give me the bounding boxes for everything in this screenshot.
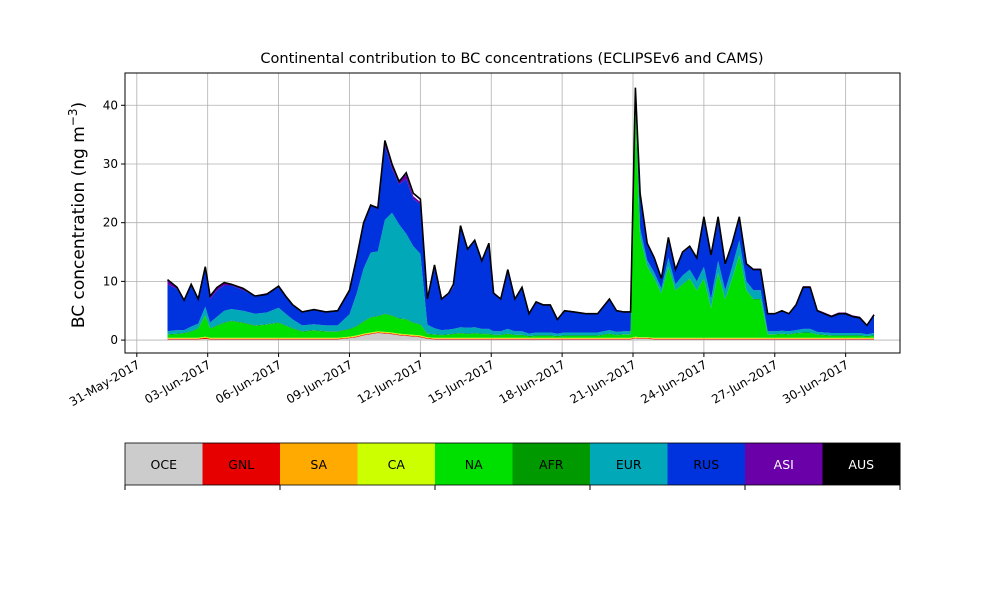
area-eur [167,95,874,336]
x-tick-label: 06-Jun-2017 [213,357,284,406]
x-axis: 31-May-2017 03-Jun-2017 06-Jun-2017 09-Jun-… [67,353,851,409]
y-tick-label: 30 [103,157,118,171]
y-tick-label: 10 [103,274,118,288]
legend-swatch-sa [280,443,358,485]
plot-frame [124,72,901,354]
x-tick-label: 31-May-2017 [67,357,142,409]
legend-swatch-ca [357,443,436,485]
legend-label-gnl: GNL [228,457,254,472]
x-tick-label: 21-Jun-2017 [568,357,639,406]
legend-swatch-aus [822,443,901,485]
x-tick-label: 12-Jun-2017 [355,357,426,406]
y-axis-label: BC concentration (ng m−3) [66,102,89,328]
stacked-areas [167,88,874,341]
total-line [166,87,875,327]
legend-colorbar: OCE GNL SA CA NA AFR EUR RUS ASI AUS [124,442,901,490]
legend-swatch-eur [590,443,668,485]
y-tick-label: 0 [110,333,118,347]
x-tick-label: 03-Jun-2017 [142,357,213,406]
x-tick-label: 30-Jun-2017 [780,357,851,406]
x-tick-label: 24-Jun-2017 [638,357,709,406]
legend-label-na: NA [465,457,483,472]
legend-swatch-gnl [202,443,281,485]
legend-label-rus: RUS [693,457,719,472]
x-tick-label: 27-Jun-2017 [709,357,780,406]
legend-label-sa: SA [310,457,327,472]
legend-swatch-asi [745,443,823,485]
x-tick-label: 18-Jun-2017 [497,357,568,406]
legend-label-asi: ASI [774,457,794,472]
legend-frame [124,442,901,486]
legend-label-eur: EUR [616,457,642,472]
legend-swatch-rus [667,443,746,485]
legend-swatch-na [435,443,513,485]
x-tick-label: 09-Jun-2017 [284,357,355,406]
legend-swatch-oce [125,443,203,485]
y-axis: 0 10 20 30 40 [103,98,125,347]
x-tick-label: 15-Jun-2017 [426,357,497,406]
legend-label-afr: AFR [539,457,564,472]
area-rus [167,89,874,335]
legend-label-oce: OCE [151,457,178,472]
legend-label-aus: AUS [848,457,874,472]
legend-label-ca: CA [388,457,406,472]
legend-swatch-afr [512,443,591,485]
y-tick-label: 20 [103,216,118,230]
chart-title: Continental contribution to BC concentra… [260,51,763,67]
y-tick-label: 40 [103,98,118,112]
